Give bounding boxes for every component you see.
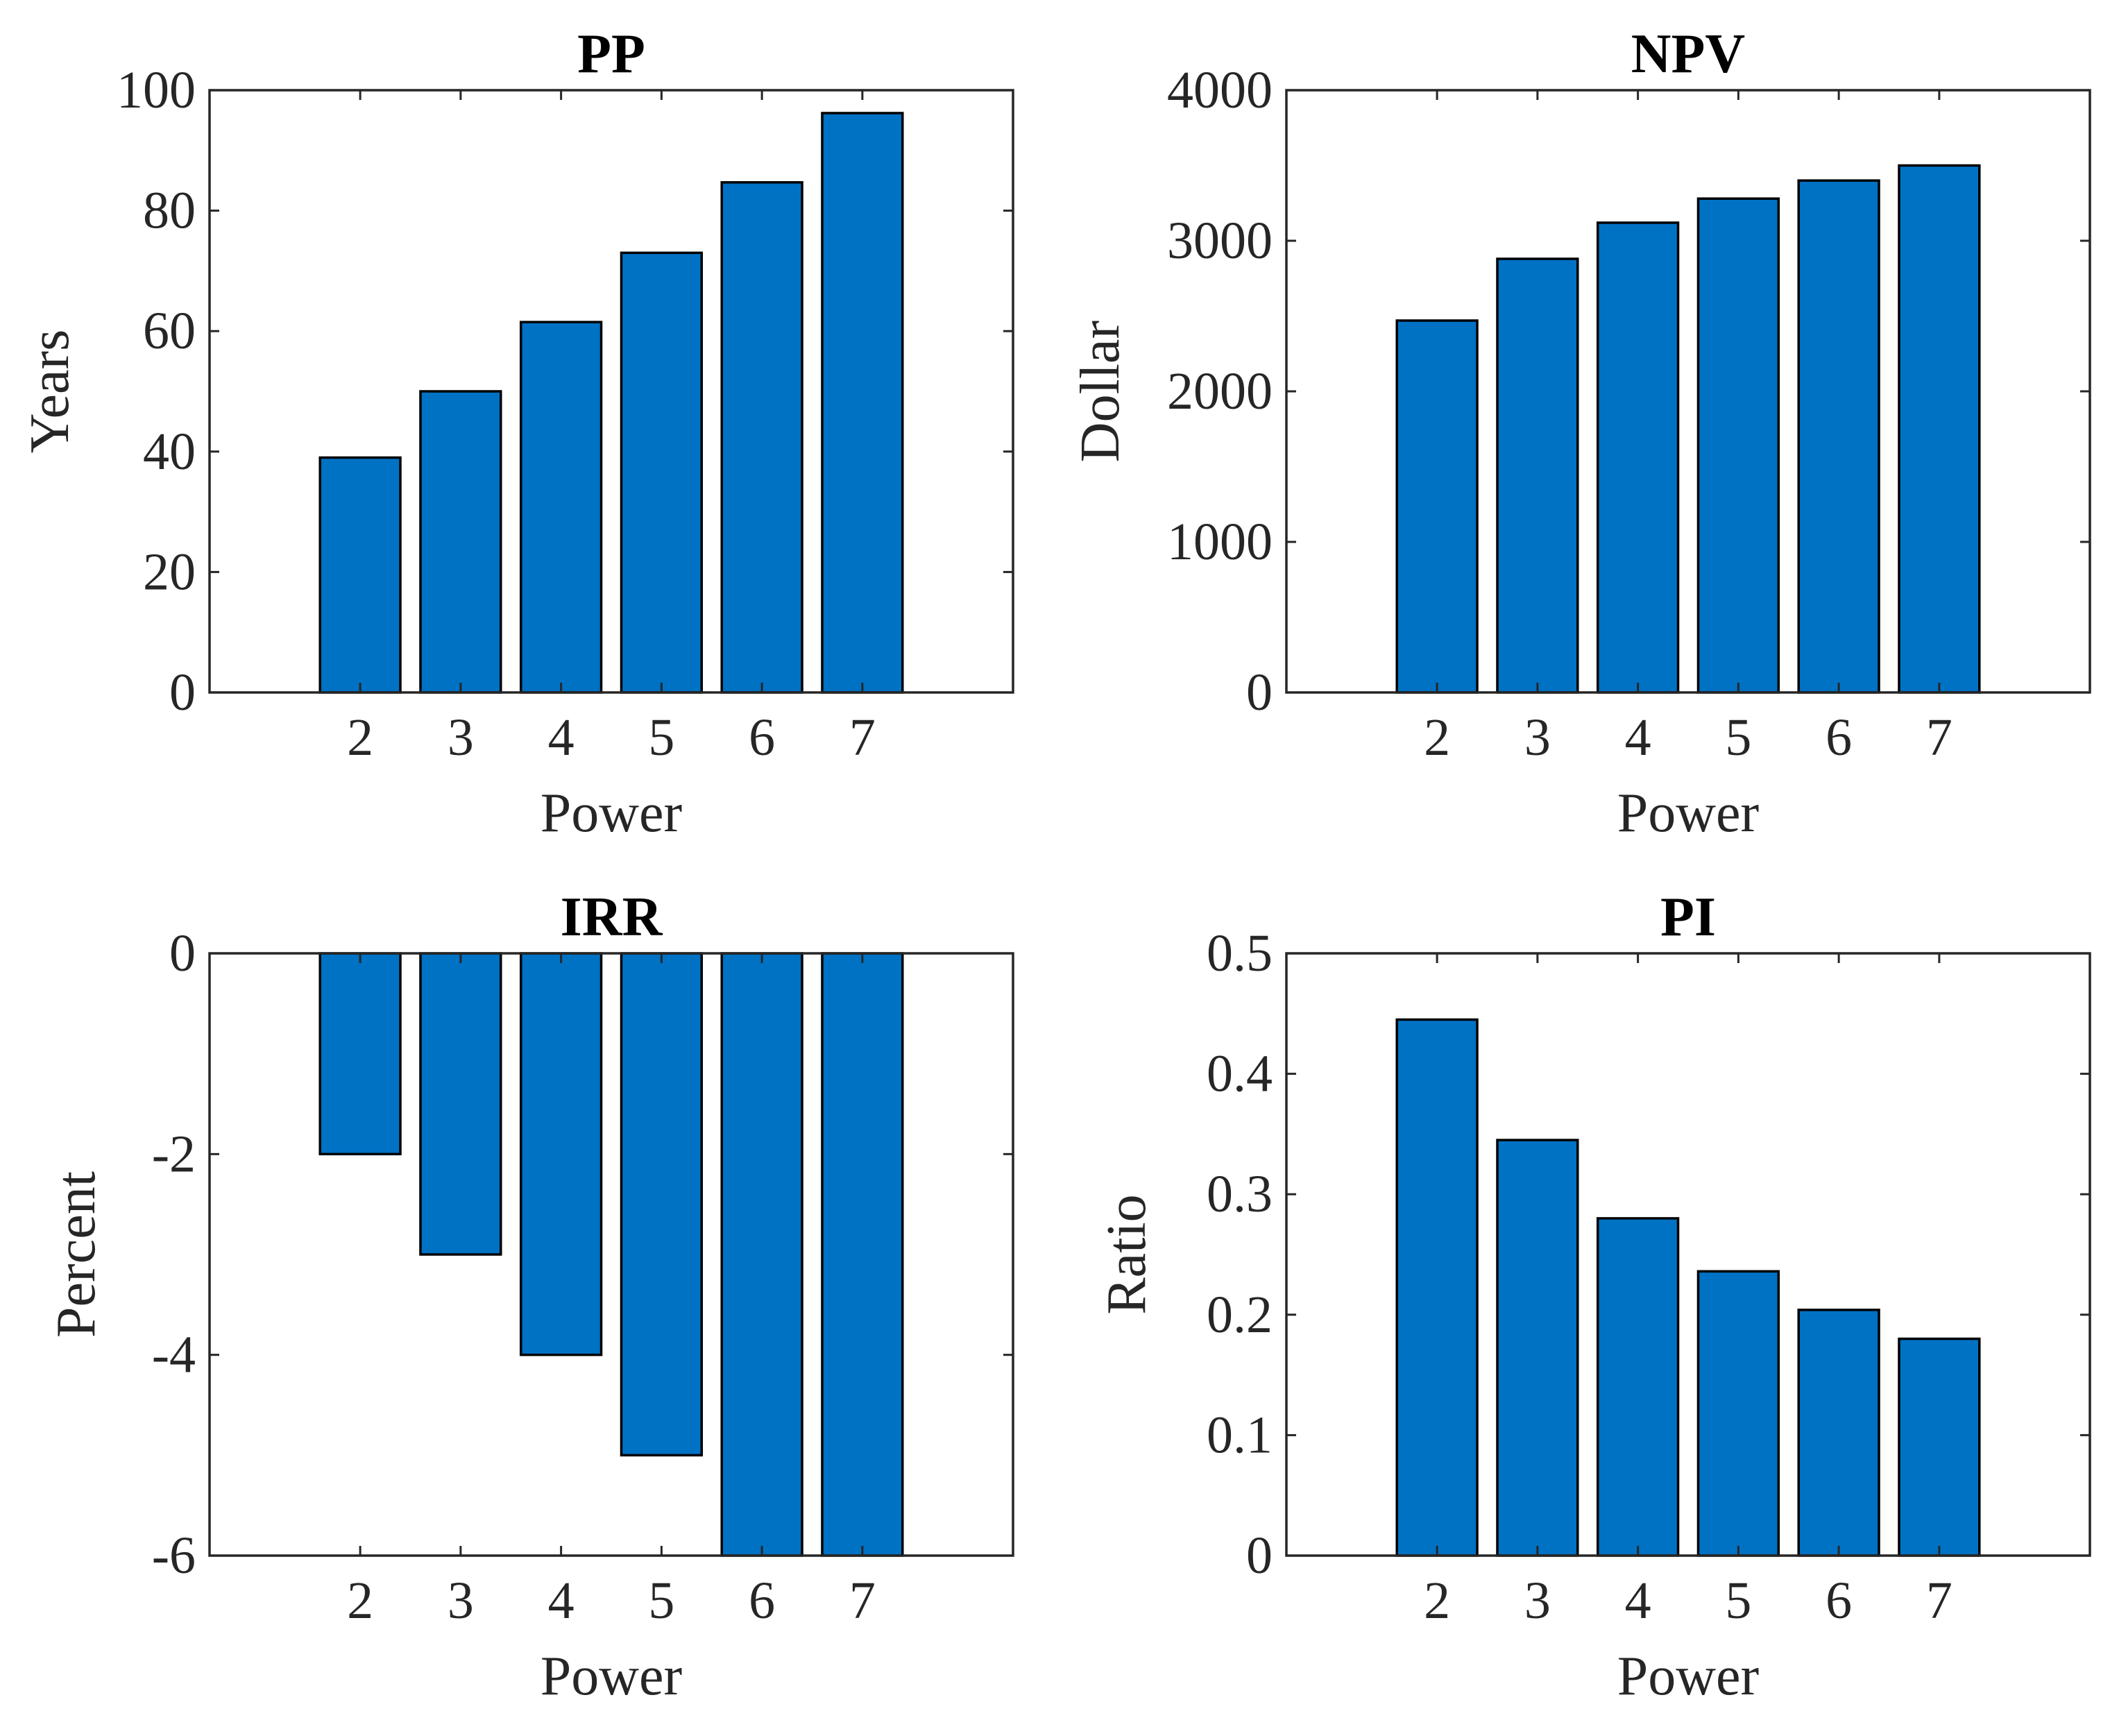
bar-pi-2 (1395, 1018, 1479, 1557)
x-axis-label: Power (1617, 1646, 1759, 1707)
chart-panel-irr: -6 -4 -2 0 2 3 4 5 6 7 IRR Power Percent (46, 887, 1014, 1707)
x-tick-label: 3 (1524, 708, 1551, 767)
x-tick-label: 5 (648, 708, 674, 767)
y-tick-label: 0.4 (1207, 1045, 1273, 1103)
axes-frame-irr (208, 952, 1014, 1557)
x-tick-label: 7 (849, 1572, 876, 1630)
y-tick-label: 0 (1246, 663, 1273, 722)
bar-npv-3 (1496, 257, 1579, 694)
chart-panel-pp: 0 20 40 60 80 100 2 3 4 5 6 7 PP Power Years (19, 24, 1014, 844)
y-tick-label: 4000 (1167, 61, 1273, 119)
x-axis-label: Power (541, 783, 682, 844)
chart-title: NPV (1631, 24, 1745, 85)
x-tick-label: 4 (1625, 1572, 1651, 1630)
x-tick-label: 2 (347, 708, 373, 767)
y-tick-label: 80 (143, 182, 196, 240)
x-tick-label: 6 (749, 708, 775, 767)
x-tick-label: 6 (749, 1572, 775, 1630)
chart-panel-pi: 0 0.1 0.2 0.3 0.4 0.5 2 3 4 5 6 7 PI Power Ratio (1096, 887, 2091, 1707)
y-tick-label: 0.5 (1207, 924, 1273, 982)
bar-pi-4 (1596, 1217, 1680, 1557)
bar-pp-5 (620, 251, 704, 694)
y-tick-label: 20 (143, 543, 196, 601)
x-axis-label: Power (541, 1646, 682, 1707)
y-axis-label: Percent (46, 1171, 107, 1338)
y-tick-label: 2000 (1167, 362, 1273, 420)
axes-frame-pp (208, 89, 1014, 694)
bar-pp-7 (821, 112, 904, 694)
y-tick-label: 0.2 (1207, 1286, 1273, 1344)
y-axis-label: Years (19, 330, 80, 454)
bar-pi-6 (1797, 1309, 1880, 1557)
chart-panel-npv: 0 1000 2000 3000 4000 2 3 4 5 6 7 NPV Power Dollar (1070, 24, 2091, 844)
x-tick-label: 5 (1725, 708, 1751, 767)
bar-pp-2 (318, 456, 402, 694)
bar-pp-4 (519, 321, 603, 694)
chart-title: PI (1660, 887, 1716, 948)
x-tick-label: 3 (448, 1572, 474, 1630)
bar-pp-3 (419, 390, 502, 694)
x-tick-label: 3 (448, 708, 474, 767)
bar-pi-5 (1696, 1270, 1780, 1557)
y-tick-label: 0 (1246, 1526, 1273, 1585)
bar-irr-2 (318, 952, 402, 1156)
bar-irr-6 (720, 952, 803, 1557)
bar-npv-4 (1596, 221, 1680, 694)
x-tick-label: 2 (1424, 1572, 1450, 1630)
y-tick-label: 100 (117, 61, 196, 119)
x-axis-label: Power (1617, 783, 1759, 844)
y-tick-label: -6 (152, 1526, 196, 1585)
bar-irr-7 (821, 952, 904, 1557)
x-tick-label: 7 (1926, 708, 1952, 767)
bar-npv-5 (1696, 197, 1780, 694)
bar-pp-6 (720, 181, 803, 694)
bar-pi-3 (1496, 1139, 1579, 1557)
y-tick-label: -2 (152, 1125, 196, 1183)
x-tick-label: 7 (1926, 1572, 1952, 1630)
bar-irr-5 (620, 952, 704, 1457)
y-tick-label: 1000 (1167, 513, 1273, 571)
x-tick-label: 3 (1524, 1572, 1551, 1630)
bar-irr-4 (519, 952, 603, 1356)
y-tick-label: 0.1 (1207, 1406, 1273, 1464)
bar-npv-7 (1898, 164, 1981, 694)
y-tick-label: 3000 (1167, 212, 1273, 270)
x-tick-label: 7 (849, 708, 876, 767)
y-tick-label: -4 (152, 1326, 196, 1384)
bar-npv-6 (1797, 179, 1880, 694)
bar-npv-2 (1395, 319, 1479, 694)
y-tick-label: 0.3 (1207, 1165, 1273, 1223)
y-tick-label: 40 (143, 423, 196, 481)
x-tick-label: 6 (1826, 1572, 1852, 1630)
axes-frame-pi (1285, 952, 2091, 1557)
x-tick-label: 5 (648, 1572, 674, 1630)
x-tick-label: 4 (548, 1572, 575, 1630)
x-tick-label: 4 (548, 708, 575, 767)
x-tick-label: 2 (1424, 708, 1450, 767)
x-tick-label: 5 (1725, 1572, 1751, 1630)
y-axis-label: Dollar (1070, 321, 1131, 462)
x-tick-label: 6 (1826, 708, 1852, 767)
y-tick-label: 60 (143, 302, 196, 360)
chart-title: IRR (561, 887, 663, 948)
y-tick-label: 0 (169, 924, 196, 982)
x-tick-label: 4 (1625, 708, 1651, 767)
x-tick-label: 2 (347, 1572, 373, 1630)
bar-irr-3 (419, 952, 502, 1256)
bar-pi-7 (1898, 1337, 1981, 1557)
chart-title: PP (577, 24, 645, 85)
y-axis-label: Ratio (1096, 1194, 1157, 1314)
y-tick-label: 0 (169, 663, 196, 722)
